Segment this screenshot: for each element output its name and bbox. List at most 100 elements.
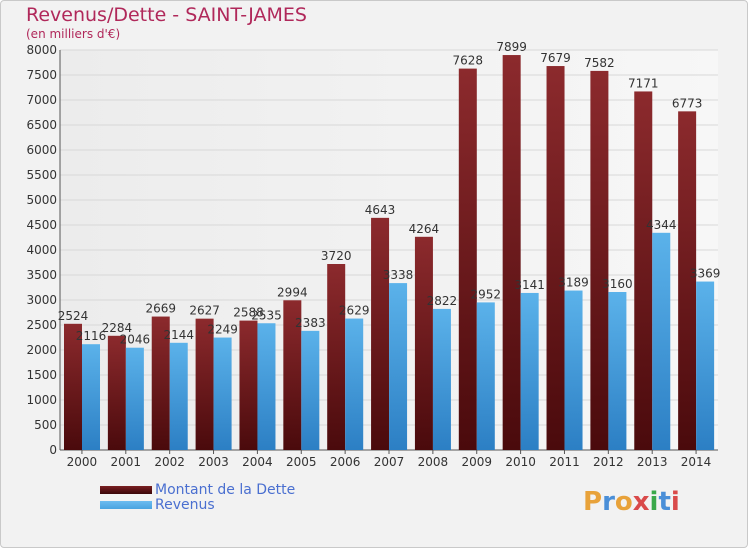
proxiti-logo: Proxiti xyxy=(583,487,680,517)
data-label-debt: 2627 xyxy=(189,304,220,318)
bar-revenue xyxy=(564,290,583,450)
data-label-revenue: 2383 xyxy=(295,316,326,330)
y-tick-label: 1500 xyxy=(26,368,57,382)
x-tick-label: 2012 xyxy=(593,455,624,469)
y-tick-label: 7000 xyxy=(26,93,57,107)
x-tick-label: 2011 xyxy=(549,455,580,469)
y-tick-label: 6000 xyxy=(26,143,57,157)
data-label-revenue: 2046 xyxy=(120,333,151,347)
bar-debt xyxy=(107,335,126,450)
bar-revenue xyxy=(432,308,451,450)
data-label-revenue: 3338 xyxy=(383,268,414,282)
bar-revenue xyxy=(476,302,495,450)
bar-debt xyxy=(371,217,390,450)
data-label-revenue: 4344 xyxy=(646,218,677,232)
data-label-revenue: 3160 xyxy=(602,277,633,291)
bar-debt xyxy=(414,236,433,450)
bar-revenue xyxy=(345,318,364,450)
legend-swatch-revenue xyxy=(100,501,152,509)
data-label-debt: 4264 xyxy=(409,222,440,236)
x-tick-label: 2008 xyxy=(418,455,449,469)
y-tick-label: 5500 xyxy=(26,168,57,182)
x-tick-label: 2006 xyxy=(330,455,361,469)
x-tick-label: 2009 xyxy=(461,455,492,469)
bar-revenue xyxy=(301,330,320,450)
chart-subtitle: (en milliers d'€) xyxy=(26,27,121,41)
data-label-debt: 7628 xyxy=(453,54,484,68)
bar-debt xyxy=(590,70,609,451)
y-tick-label: 3000 xyxy=(26,293,57,307)
data-label-debt: 3720 xyxy=(321,249,352,263)
bar-debt xyxy=(458,68,477,450)
data-label-debt: 2994 xyxy=(277,285,308,299)
data-label-revenue: 2629 xyxy=(339,304,370,318)
y-tick-label: 6500 xyxy=(26,118,57,132)
bar-debt xyxy=(195,318,214,450)
bar-debt xyxy=(151,316,170,450)
data-label-revenue: 2952 xyxy=(471,287,502,301)
data-label-debt: 2669 xyxy=(145,302,176,316)
bar-debt xyxy=(546,66,565,451)
y-tick-label: 4000 xyxy=(26,243,57,257)
y-tick-label: 0 xyxy=(49,443,57,457)
data-label-debt: 2524 xyxy=(58,309,89,323)
bar-revenue xyxy=(257,323,276,450)
data-label-debt: 2588 xyxy=(233,306,264,320)
data-label-revenue: 2144 xyxy=(163,328,194,342)
bar-debt xyxy=(327,264,346,450)
bar-revenue xyxy=(389,283,408,450)
data-label-revenue: 2116 xyxy=(76,329,107,343)
bar-debt xyxy=(634,91,653,450)
x-tick-label: 2001 xyxy=(111,455,142,469)
y-tick-label: 4500 xyxy=(26,218,57,232)
bar-revenue xyxy=(696,281,715,450)
bar-debt xyxy=(678,111,697,450)
x-tick-label: 2007 xyxy=(374,455,405,469)
y-tick-label: 2000 xyxy=(26,343,57,357)
data-label-debt: 4643 xyxy=(365,203,396,217)
bar-debt xyxy=(502,55,521,451)
y-tick-label: 3500 xyxy=(26,268,57,282)
data-label-revenue: 2535 xyxy=(251,308,282,322)
y-tick-label: 8000 xyxy=(26,43,57,57)
chart-title: Revenus/Dette - SAINT-JAMES xyxy=(26,4,307,26)
data-label-debt: 2284 xyxy=(102,321,133,335)
bar-debt xyxy=(283,300,302,450)
data-label-revenue: 3369 xyxy=(690,267,721,281)
data-label-debt: 7582 xyxy=(584,56,615,70)
x-tick-label: 2010 xyxy=(505,455,536,469)
legend-swatch-debt xyxy=(100,486,152,494)
legend-label-revenue: Revenus xyxy=(155,497,215,513)
y-tick-label: 5000 xyxy=(26,193,57,207)
bar-debt xyxy=(239,320,258,450)
bar-revenue xyxy=(213,337,232,450)
data-label-revenue: 2822 xyxy=(427,294,458,308)
data-label-revenue: 2249 xyxy=(207,323,238,337)
y-tick-label: 7500 xyxy=(26,68,57,82)
y-tick-label: 1000 xyxy=(26,393,57,407)
x-tick-label: 2013 xyxy=(637,455,668,469)
data-label-debt: 6773 xyxy=(672,96,703,110)
x-tick-label: 2004 xyxy=(242,455,273,469)
data-label-debt: 7679 xyxy=(540,51,571,65)
legend-label-debt: Montant de la Dette xyxy=(155,482,296,498)
bar-debt xyxy=(64,323,82,450)
x-tick-label: 2003 xyxy=(198,455,229,469)
bar-revenue xyxy=(169,342,188,450)
x-tick-label: 2000 xyxy=(67,455,98,469)
y-tick-label: 500 xyxy=(34,418,57,432)
x-tick-label: 2005 xyxy=(286,455,317,469)
bar-revenue xyxy=(125,347,144,450)
bar-revenue xyxy=(608,292,627,450)
bar-revenue xyxy=(652,232,671,450)
data-label-revenue: 3189 xyxy=(558,276,589,290)
x-tick-label: 2002 xyxy=(154,455,185,469)
data-label-debt: 7899 xyxy=(496,40,527,54)
bar-revenue xyxy=(520,292,539,450)
y-tick-label: 2500 xyxy=(26,318,57,332)
data-label-revenue: 3141 xyxy=(514,278,545,292)
x-tick-label: 2014 xyxy=(681,455,712,469)
data-label-debt: 7171 xyxy=(628,76,659,90)
bar-revenue xyxy=(82,344,100,450)
